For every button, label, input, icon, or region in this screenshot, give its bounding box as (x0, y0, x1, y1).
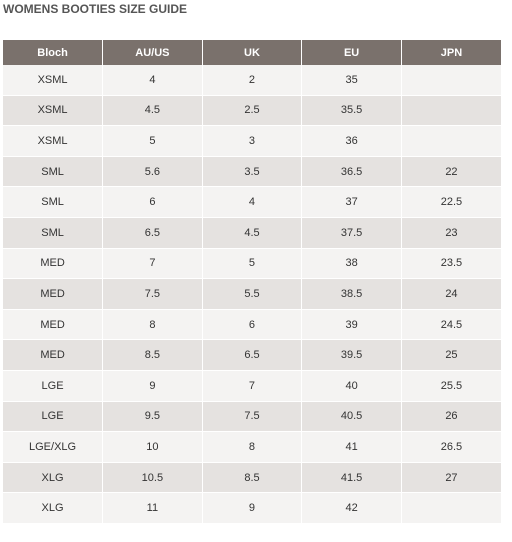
table-row: MED 8 6 39 24.5 (3, 309, 501, 341)
size-guide-table: Bloch AU/US UK EU JPN XSML 4 2 35 XSML 4.5 2.5 35.5… (3, 40, 501, 524)
cell-au-us: 7.5 (102, 278, 203, 310)
table-row: LGE/XLG 10 8 41 26.5 (3, 431, 501, 463)
table-row: XSML 5 3 36 (3, 125, 501, 157)
cell-jpn: 25 (401, 339, 501, 371)
cell-jpn: 23 (401, 217, 501, 249)
cell-eu: 35 (301, 65, 402, 96)
table-row: SML 6 4 37 22.5 (3, 186, 501, 218)
cell-bloch: XSML (3, 65, 104, 96)
table-row: LGE 9.5 7.5 40.5 26 (3, 401, 501, 433)
table-header-row: Bloch AU/US UK EU JPN (3, 40, 501, 65)
cell-bloch: MED (3, 248, 104, 280)
cell-jpn: 26.5 (401, 431, 501, 463)
cell-eu: 42 (301, 492, 402, 524)
cell-jpn: 26 (401, 401, 501, 433)
page-title: WOMENS BOOTIES SIZE GUIDE (3, 2, 188, 16)
table-row: MED 7 5 38 23.5 (3, 248, 501, 280)
cell-bloch: LGE (3, 370, 104, 402)
cell-bloch: XLG (3, 492, 104, 524)
table-row: SML 5.6 3.5 36.5 22 (3, 156, 501, 188)
cell-jpn: 22 (401, 156, 501, 188)
cell-uk: 3 (202, 125, 303, 157)
cell-bloch: XLG (3, 462, 104, 494)
cell-au-us: 10 (102, 431, 203, 463)
cell-uk: 9 (202, 492, 303, 524)
cell-bloch: MED (3, 309, 104, 341)
table-row: LGE 9 7 40 25.5 (3, 370, 501, 402)
cell-au-us: 6.5 (102, 217, 203, 249)
cell-jpn: 25.5 (401, 370, 501, 402)
table-row: XSML 4 2 35 (3, 65, 501, 96)
column-header-uk: UK (202, 40, 303, 65)
cell-eu: 38.5 (301, 278, 402, 310)
cell-eu: 36 (301, 125, 402, 157)
cell-bloch: MED (3, 339, 104, 371)
cell-au-us: 7 (102, 248, 203, 280)
cell-eu: 37.5 (301, 217, 402, 249)
cell-bloch: SML (3, 156, 104, 188)
cell-bloch: SML (3, 186, 104, 218)
cell-uk: 6 (202, 309, 303, 341)
cell-eu: 38 (301, 248, 402, 280)
cell-uk: 3.5 (202, 156, 303, 188)
cell-bloch: XSML (3, 125, 104, 157)
column-header-jpn: JPN (401, 40, 501, 65)
cell-eu: 39.5 (301, 339, 402, 371)
cell-au-us: 5.6 (102, 156, 203, 188)
cell-jpn: 23.5 (401, 248, 501, 280)
cell-eu: 35.5 (301, 95, 402, 127)
table-row: MED 8.5 6.5 39.5 25 (3, 339, 501, 371)
cell-bloch: MED (3, 278, 104, 310)
cell-uk: 8.5 (202, 462, 303, 494)
cell-jpn (401, 65, 501, 96)
table-row: XSML 4.5 2.5 35.5 (3, 95, 501, 127)
cell-uk: 5 (202, 248, 303, 280)
cell-eu: 41 (301, 431, 402, 463)
cell-jpn (401, 125, 501, 157)
cell-uk: 6.5 (202, 339, 303, 371)
column-header-bloch: Bloch (3, 40, 104, 65)
cell-jpn: 27 (401, 462, 501, 494)
cell-au-us: 5 (102, 125, 203, 157)
cell-au-us: 9.5 (102, 401, 203, 433)
table-row: SML 6.5 4.5 37.5 23 (3, 217, 501, 249)
cell-jpn: 24.5 (401, 309, 501, 341)
cell-au-us: 4 (102, 65, 203, 96)
cell-bloch: SML (3, 217, 104, 249)
cell-eu: 37 (301, 186, 402, 218)
cell-bloch: LGE (3, 401, 104, 433)
cell-au-us: 11 (102, 492, 203, 524)
cell-uk: 4.5 (202, 217, 303, 249)
cell-au-us: 6 (102, 186, 203, 218)
cell-eu: 36.5 (301, 156, 402, 188)
cell-eu: 41.5 (301, 462, 402, 494)
cell-au-us: 9 (102, 370, 203, 402)
cell-au-us: 4.5 (102, 95, 203, 127)
table-row: XLG 10.5 8.5 41.5 27 (3, 462, 501, 494)
cell-uk: 5.5 (202, 278, 303, 310)
cell-uk: 7 (202, 370, 303, 402)
table-row: XLG 11 9 42 (3, 492, 501, 524)
cell-bloch: LGE/XLG (3, 431, 104, 463)
cell-au-us: 10.5 (102, 462, 203, 494)
table-body: XSML 4 2 35 XSML 4.5 2.5 35.5 XSML 5 3 36 SML 5.6 3.5 3… (3, 65, 501, 524)
column-header-au-us: AU/US (102, 40, 203, 65)
cell-jpn: 22.5 (401, 186, 501, 218)
cell-uk: 2 (202, 65, 303, 96)
cell-au-us: 8.5 (102, 339, 203, 371)
cell-au-us: 8 (102, 309, 203, 341)
cell-bloch: XSML (3, 95, 104, 127)
table-row: MED 7.5 5.5 38.5 24 (3, 278, 501, 310)
cell-jpn: 24 (401, 278, 501, 310)
cell-uk: 8 (202, 431, 303, 463)
column-header-eu: EU (301, 40, 402, 65)
cell-eu: 39 (301, 309, 402, 341)
cell-uk: 7.5 (202, 401, 303, 433)
cell-jpn (401, 492, 501, 524)
cell-eu: 40.5 (301, 401, 402, 433)
cell-eu: 40 (301, 370, 402, 402)
cell-jpn (401, 95, 501, 127)
cell-uk: 4 (202, 186, 303, 218)
cell-uk: 2.5 (202, 95, 303, 127)
